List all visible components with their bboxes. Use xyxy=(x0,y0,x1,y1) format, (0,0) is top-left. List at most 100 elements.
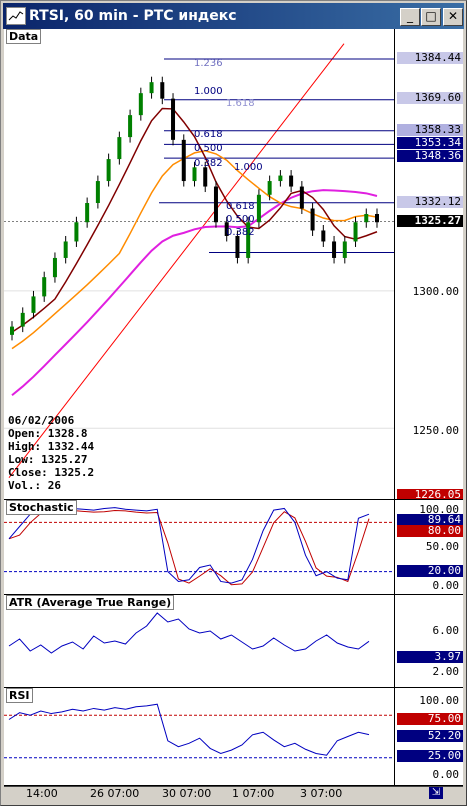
stoch-oversold-tag: 20.00 xyxy=(397,565,463,577)
chart-area: 1.236 1.000 1.618 0.618 0.500 0.382 1.00… xyxy=(4,29,463,801)
chart-app-icon xyxy=(6,7,26,25)
price-bar xyxy=(149,82,154,94)
fib-label: 1.000 xyxy=(194,86,223,97)
ma-long-line xyxy=(11,189,378,397)
panel-label-rsi: RSI xyxy=(6,688,33,703)
stoch-axis-50: 50.00 xyxy=(425,540,459,553)
price-plot[interactable]: 1.236 1.000 1.618 0.618 0.500 0.382 1.00… xyxy=(4,29,395,499)
info-volume: Vol.: 26 xyxy=(8,479,61,492)
current-price-tag: 1325.27 xyxy=(397,215,463,227)
rsi-axis-100: 100.00 xyxy=(419,694,459,707)
rsi-scale[interactable]: 100.00 75.00 52.20 25.00 0.00 xyxy=(395,688,463,785)
fib-label: 0.618 xyxy=(226,201,255,212)
fib-label: 1.000 xyxy=(234,162,263,173)
atr-value-tag: 3.97 xyxy=(397,651,463,663)
price-bar xyxy=(278,175,283,182)
price-bar xyxy=(10,326,14,335)
ohlc-info-box: 06/02/2006 Open: 1328.8 High: 1332.44 Lo… xyxy=(8,414,94,492)
fib-label: 0.500 xyxy=(194,143,223,154)
rsi-line xyxy=(8,703,370,756)
rsi-plot[interactable] xyxy=(4,688,395,785)
price-bar xyxy=(224,222,229,236)
price-bar xyxy=(256,194,261,223)
ma-short-line xyxy=(11,107,378,333)
price-bar xyxy=(42,277,47,297)
price-bar xyxy=(310,208,315,231)
time-label: 26 07:00 xyxy=(90,787,140,800)
rsi-chart-svg xyxy=(4,703,394,759)
price-bar xyxy=(138,93,143,116)
time-label: 3 07:00 xyxy=(300,787,343,800)
rsi-upper-tag: 75.00 xyxy=(397,713,463,725)
price-bar xyxy=(332,241,337,258)
trendline xyxy=(8,43,345,478)
atr-axis-6: 6.00 xyxy=(432,624,460,637)
rsi-panel[interactable]: RSI 100.00 75.00 52.20 25.00 0.00 xyxy=(4,688,463,786)
price-bar xyxy=(63,241,68,258)
price-tag-1384: 1384.44 xyxy=(397,52,463,64)
rsi-axis-0: 0.00 xyxy=(432,768,460,781)
price-bar xyxy=(52,257,57,278)
stoch-axis-0: 0.00 xyxy=(432,579,460,592)
price-bar xyxy=(321,230,326,242)
rsi-lower-tag: 25.00 xyxy=(397,750,463,762)
scroll-end-icon[interactable]: ⇲ xyxy=(429,787,443,799)
info-open: Open: 1328.8 xyxy=(8,427,88,440)
atr-line xyxy=(8,612,370,654)
price-axis-1300: 1300.00 xyxy=(412,285,459,298)
atr-panel[interactable]: ATR (Average True Range) 6.00 3.97 2.00 xyxy=(4,595,463,688)
price-bar xyxy=(181,139,186,182)
fib-label: 1.618 xyxy=(226,98,255,109)
price-tag-1348: 1348.36 xyxy=(397,150,463,162)
panel-label-data: Data xyxy=(6,29,42,44)
price-bar xyxy=(117,137,122,160)
price-bar xyxy=(85,203,90,223)
stoch-overbought-tag: 80.00 xyxy=(397,525,463,537)
panel-label-stochastic: Stochastic xyxy=(6,500,77,515)
stoch-k-tag: 89.64 xyxy=(397,514,463,526)
price-chart-svg xyxy=(4,43,394,478)
stochastic-scale[interactable]: 100.00 89.64 80.00 50.00 20.00 0.00 xyxy=(395,500,463,594)
close-button[interactable]: ✕ xyxy=(443,8,463,26)
minimize-button[interactable]: _ xyxy=(400,8,420,26)
price-axis-1250: 1250.00 xyxy=(412,424,459,437)
price-bar xyxy=(20,312,25,327)
price-bar xyxy=(267,181,272,195)
price-bar xyxy=(31,296,36,313)
rsi-value-tag: 52.20 xyxy=(397,730,463,742)
time-label: 1 07:00 xyxy=(232,787,275,800)
info-close: Close: 1325.2 xyxy=(8,466,95,479)
fib-label: 1.236 xyxy=(194,58,223,69)
time-axis[interactable]: 14:00 26 07:00 30 07:00 1 07:00 3 07:00 … xyxy=(4,786,463,801)
fib-label: 0.382 xyxy=(226,227,255,238)
price-bar xyxy=(246,222,251,258)
price-tag-1358: 1358.33 xyxy=(397,124,463,136)
price-panel[interactable]: 1.236 1.000 1.618 0.618 0.500 0.382 1.00… xyxy=(4,29,463,500)
price-bar xyxy=(106,159,111,182)
time-label: 14:00 xyxy=(26,787,58,800)
time-label: 30 07:00 xyxy=(162,787,212,800)
window-title: RTSI, 60 min - РТС индекс xyxy=(29,8,237,24)
price-bar xyxy=(364,214,369,223)
price-bar xyxy=(128,115,133,138)
info-high: High: 1332.44 xyxy=(8,440,95,453)
price-bar xyxy=(375,214,379,223)
price-tag-1332: 1332.12 xyxy=(397,196,463,208)
fib-label: 0.382 xyxy=(194,158,223,169)
price-scale[interactable]: 1384.44 1369.60 1358.33 1353.34 1348.36 … xyxy=(395,29,463,499)
atr-scale[interactable]: 6.00 3.97 2.00 xyxy=(395,595,463,687)
atr-plot[interactable] xyxy=(4,595,395,687)
price-bar xyxy=(342,241,347,258)
price-bar xyxy=(192,167,197,182)
price-tag-1353: 1353.34 xyxy=(397,137,463,149)
ma-mid-line xyxy=(11,150,378,350)
price-bar xyxy=(95,181,100,204)
price-bar xyxy=(289,175,294,187)
fib-label: 0.618 xyxy=(194,129,223,140)
price-bar xyxy=(299,186,304,209)
title-bar[interactable]: RTSI, 60 min - РТС индекс _ □ ✕ xyxy=(3,3,464,29)
price-bar xyxy=(203,167,208,187)
stochastic-panel[interactable]: Stochastic 100.00 89.64 80.00 50.00 20.0… xyxy=(4,500,463,595)
maximize-button[interactable]: □ xyxy=(421,8,441,26)
fib-label: 0.500 xyxy=(226,214,255,225)
